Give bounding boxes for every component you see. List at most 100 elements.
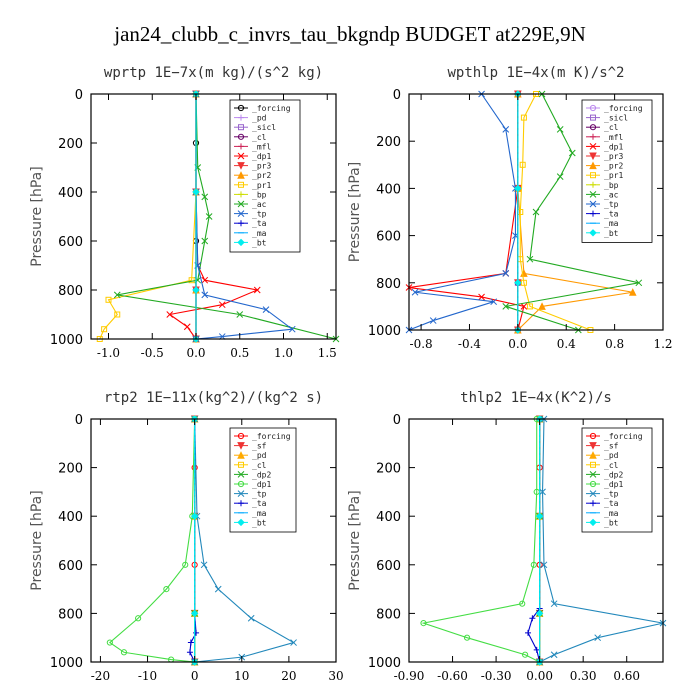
series-dp1 [420, 415, 543, 666]
legend-entry: _pr3 [252, 162, 271, 171]
panel-title: rtp2 1E−11x(kg^2)/(kg^2 s) [104, 390, 323, 406]
legend-box [581, 99, 653, 243]
data-point [253, 286, 261, 294]
legend: _forcing_pd_sicl_cl_mfl_dp1_pr3_pr2_pr1_… [229, 99, 301, 253]
y-tick-label: 600 [58, 235, 83, 250]
data-point [490, 298, 498, 306]
legend-marker [589, 480, 597, 488]
x-tick-label: 0.0 [508, 337, 527, 351]
x-tick-label: 1.0 [274, 346, 293, 360]
data-point [290, 639, 297, 646]
data-point [535, 609, 544, 618]
legend-entry: _sicl [252, 123, 276, 132]
data-point [193, 629, 200, 636]
data-point [187, 639, 194, 646]
data-point [163, 586, 170, 593]
data-point [120, 649, 128, 656]
data-point [502, 303, 510, 310]
data-point [192, 188, 200, 196]
legend-entry: _sicl [604, 114, 628, 123]
legend-entry: _pr2 [252, 171, 271, 180]
legend-marker [589, 471, 597, 478]
data-point [106, 639, 113, 646]
legend-marker [237, 133, 245, 140]
legend-marker [237, 152, 245, 160]
data-point [186, 649, 193, 656]
data-point [519, 600, 526, 607]
legend-marker [238, 114, 244, 121]
legend-marker [238, 220, 244, 227]
legend-entry: _ta [604, 499, 619, 508]
legend: _forcing_sf_pd_cl_dp2_dp1_tp_ta_ma_bt [581, 427, 653, 533]
y-axis-label: Pressure [hPa] [347, 162, 363, 262]
data-point [192, 286, 200, 294]
x-tick-label: 0.5 [230, 346, 249, 360]
y-tick-label: 600 [58, 559, 83, 574]
legend-entry: _bt [252, 518, 267, 527]
x-tick-label: -0.5 [141, 346, 164, 360]
data-point [262, 306, 270, 313]
y-tick-label: 0 [75, 413, 83, 428]
panel-title: wpthlp 1E−4x(m K)/s^2 [447, 65, 624, 81]
series-line [539, 418, 664, 663]
data-point [556, 173, 564, 180]
legend-entry: _ta [252, 499, 267, 508]
y-tick-label: 800 [376, 277, 401, 292]
legend-marker [238, 181, 244, 188]
y-tick-label: 1000 [50, 333, 83, 348]
series-line [108, 418, 196, 663]
legend-marker [237, 451, 245, 459]
y-tick-label: 200 [376, 135, 401, 150]
legend-entry: _sf [604, 442, 619, 451]
data-point [463, 634, 471, 641]
x-tick-label: -0.60 [437, 669, 468, 683]
legend-marker [238, 191, 244, 198]
legend-marker [237, 104, 245, 112]
y-tick-label: 1000 [368, 656, 401, 671]
data-point [556, 126, 564, 133]
y-tick-label: 1000 [50, 656, 83, 671]
series-bt [535, 415, 544, 666]
plot-frame [408, 93, 664, 331]
legend-entry: _dp1 [604, 142, 623, 151]
legend-marker [589, 451, 597, 459]
data-point [519, 161, 526, 168]
legend-marker [590, 133, 596, 140]
plot-frame [90, 93, 337, 340]
legend-entry: _pd [604, 451, 619, 460]
legend-marker [589, 161, 597, 170]
series-dp1 [106, 415, 198, 666]
series-dp1 [405, 90, 528, 334]
y-tick-label: 400 [58, 510, 83, 525]
data-point [201, 193, 209, 201]
legend-entry: _bp [604, 181, 619, 190]
legend-marker [589, 152, 597, 161]
legend-marker [590, 114, 596, 121]
legend-entry: _tp [252, 490, 267, 499]
data-point [539, 488, 546, 496]
plot-frame [408, 418, 664, 663]
data-point [183, 323, 191, 331]
x-tick-label: 0 [191, 669, 199, 683]
x-tick-label: 0.60 [613, 669, 640, 683]
legend-marker [238, 143, 244, 150]
data-point [526, 303, 533, 310]
legend: _forcing_sf_pd_cl_dp2_dp1_tp_ta_ma_bt [229, 427, 297, 533]
data-point [201, 276, 209, 284]
y-tick-label: 600 [376, 559, 401, 574]
y-tick-label: 800 [58, 607, 83, 622]
legend-marker [589, 442, 597, 450]
legend-marker [589, 229, 597, 237]
data-point [478, 293, 485, 301]
data-point [550, 651, 558, 659]
legend-marker [237, 200, 245, 208]
plot-frame [90, 418, 337, 663]
legend-entry: _bt [604, 229, 619, 238]
data-point [190, 512, 199, 520]
y-axis-label: Pressure [hPa] [29, 490, 45, 590]
y-tick-label: 200 [58, 462, 83, 477]
legend-entry: _ma [604, 509, 619, 518]
x-tick-label: 30 [328, 669, 343, 683]
legend-entry: _mfl [252, 142, 271, 151]
legend-marker [590, 210, 596, 217]
